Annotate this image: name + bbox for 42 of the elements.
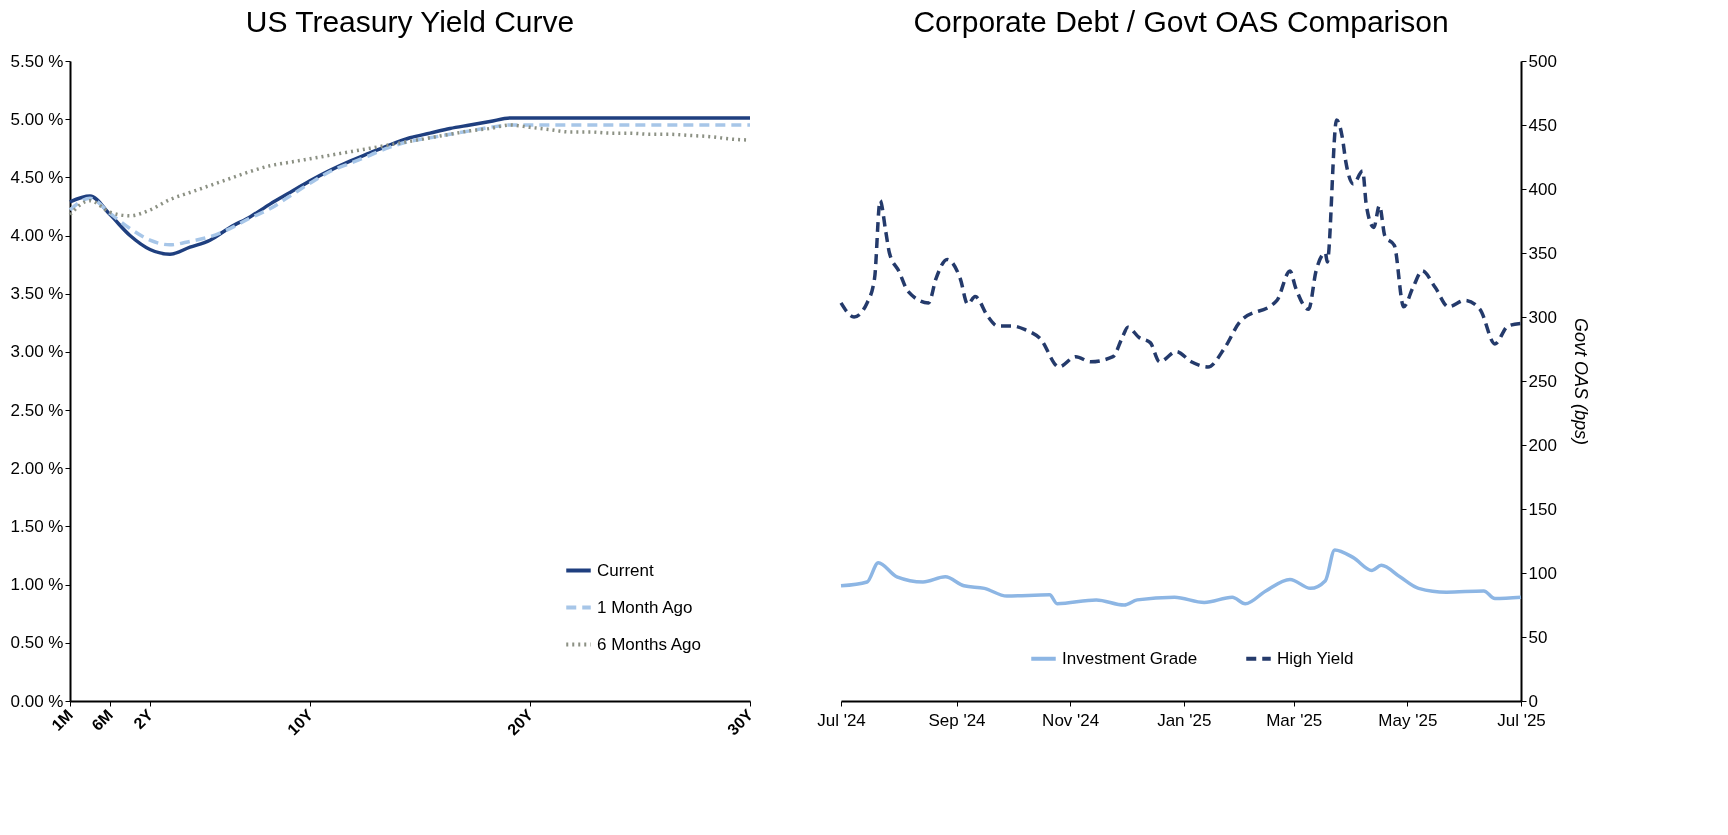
y2-tick-label: 0 bbox=[1528, 691, 1538, 711]
x-tick-label: May '25 bbox=[1378, 710, 1438, 730]
y-tick-label: 5.50 % bbox=[10, 51, 64, 71]
y2-axis-title: Govt OAS (bps) bbox=[1570, 317, 1591, 446]
y2-tick-label: 500 bbox=[1528, 51, 1557, 71]
y-tick-label: 4.00 % bbox=[10, 226, 64, 246]
y-tick-label: 0.50 % bbox=[10, 633, 64, 653]
legend-label: Current bbox=[597, 560, 654, 580]
y-tick-label: 4.50 % bbox=[10, 167, 64, 187]
y2-tick-label: 300 bbox=[1528, 307, 1557, 327]
x-tick-label: 6M bbox=[88, 706, 117, 734]
chart-title: Corporate Debt / Govt OAS Comparison bbox=[913, 5, 1449, 38]
y2-tick-label: 350 bbox=[1528, 243, 1557, 263]
y-tick-label: 1.00 % bbox=[10, 575, 64, 595]
line-series bbox=[839, 548, 1523, 607]
y-tick-label: 2.00 % bbox=[10, 458, 64, 478]
y2-tick-label: 450 bbox=[1528, 115, 1557, 135]
chart-title: US Treasury Yield Curve bbox=[245, 5, 575, 38]
y-tick-label: 1.50 % bbox=[10, 516, 64, 536]
legend-label: Investment Grade bbox=[1062, 648, 1198, 668]
x-tick-label: 2Y bbox=[130, 705, 157, 732]
x-tick-label: Mar '25 bbox=[1266, 710, 1323, 730]
y-tick-label: 3.50 % bbox=[10, 284, 64, 304]
y-tick-label: 5.00 % bbox=[10, 109, 64, 129]
legend-label: 1 Month Ago bbox=[597, 597, 693, 617]
x-tick-label: Nov '24 bbox=[1042, 710, 1100, 730]
y2-tick-label: 150 bbox=[1528, 499, 1557, 519]
line-series bbox=[839, 118, 1523, 369]
y-tick-label: 2.50 % bbox=[10, 400, 64, 420]
y2-tick-label: 250 bbox=[1528, 371, 1557, 391]
y2-tick-label: 200 bbox=[1528, 435, 1557, 455]
x-tick-label: Jul '25 bbox=[1497, 710, 1546, 730]
y2-tick-label: 50 bbox=[1528, 627, 1548, 647]
y2-tick-label: 100 bbox=[1528, 563, 1557, 583]
x-tick-label: Sep '24 bbox=[928, 710, 986, 730]
legend-label: 6 Months Ago bbox=[597, 634, 701, 654]
legend-label: High Yield bbox=[1277, 648, 1354, 668]
y2-tick-label: 400 bbox=[1528, 179, 1557, 199]
y-tick-label: 3.00 % bbox=[10, 342, 64, 362]
x-tick-label: 30Y bbox=[724, 705, 757, 739]
x-tick-label: Jul '24 bbox=[817, 710, 866, 730]
x-tick-label: Jan '25 bbox=[1157, 710, 1212, 730]
